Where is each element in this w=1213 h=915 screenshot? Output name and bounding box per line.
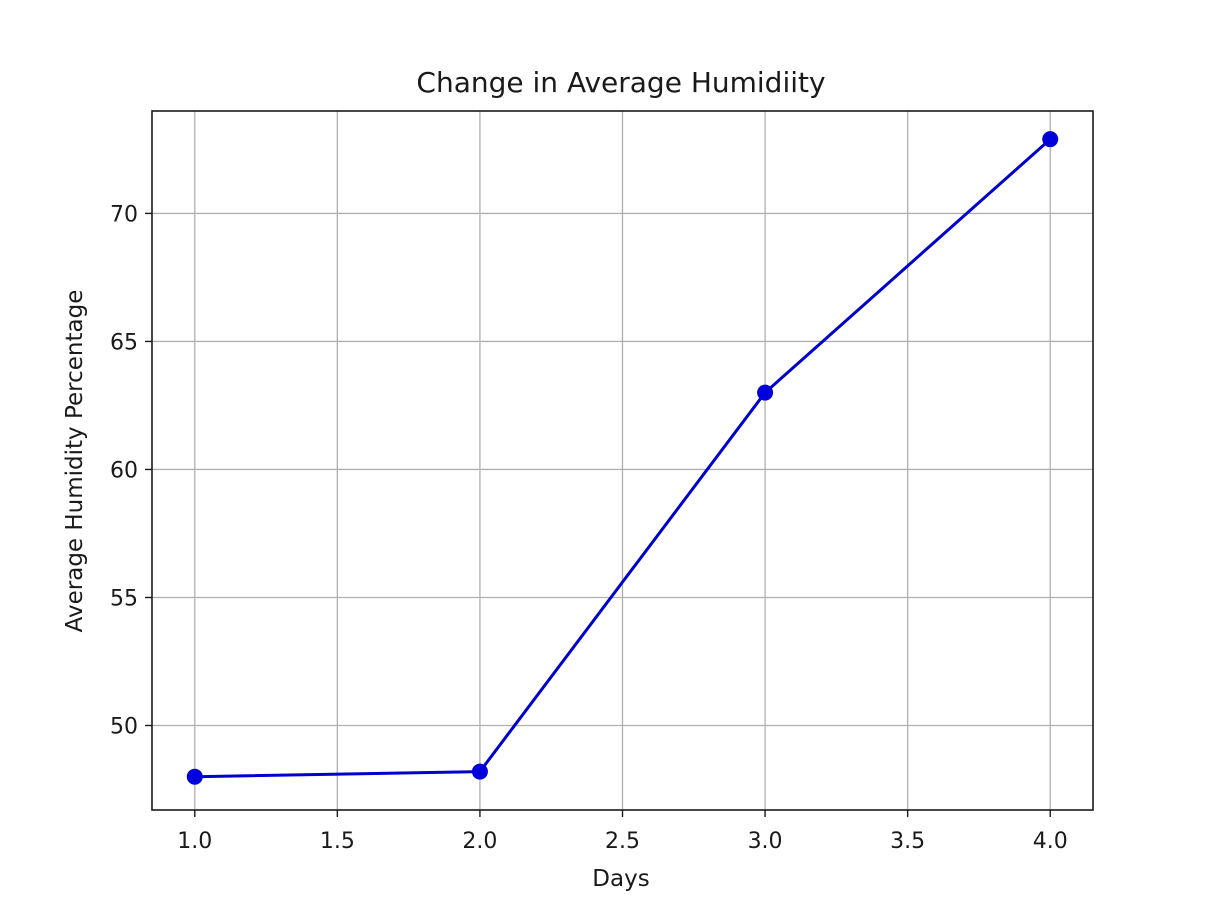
- data-point: [757, 384, 774, 401]
- data-point: [1042, 131, 1059, 148]
- y-tick-label: 55: [110, 586, 138, 611]
- x-tick-label: 1.0: [177, 829, 212, 854]
- x-tick-label: 1.5: [320, 829, 355, 854]
- x-tick-label: 2.5: [605, 829, 640, 854]
- axis-ticks: 1.0 1.5 2.0 2.5 3.0 3.5 4.0 50 55 60 65 70: [110, 202, 1068, 854]
- grid-lines: [152, 111, 1093, 810]
- y-tick-label: 60: [110, 458, 138, 483]
- y-tick-label: 65: [110, 330, 138, 355]
- y-axis-label: Average Humidity Percentage: [62, 290, 88, 633]
- chart-title: Change in Average Humidiity: [416, 66, 825, 99]
- y-tick-label: 70: [110, 202, 138, 227]
- data-point: [186, 768, 203, 785]
- x-tick-label: 3.5: [890, 829, 925, 854]
- series-layer: [186, 131, 1059, 785]
- x-axis-label: Days: [592, 866, 649, 892]
- x-tick-label: 3.0: [748, 829, 783, 854]
- y-tick-label: 50: [110, 715, 138, 740]
- data-point: [471, 763, 488, 780]
- x-tick-label: 2.0: [462, 829, 497, 854]
- x-tick-label: 4.0: [1033, 829, 1068, 854]
- series-line: [194, 138, 1052, 779]
